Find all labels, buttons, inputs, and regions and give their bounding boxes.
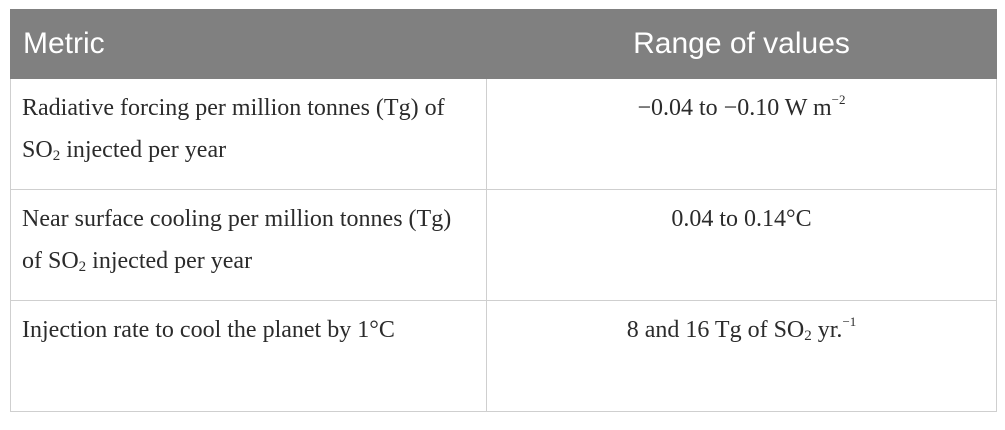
range-subscript: 2 — [804, 328, 812, 344]
header-row: Metric Range of values — [10, 9, 997, 79]
range-cell: 8 and 16 Tg of SO2 yr.−1 — [486, 300, 997, 412]
metric-text: Radiative forcing per million tonnes (Tg… — [22, 95, 445, 163]
table-row: Radiative forcing per million tonnes (Tg… — [10, 78, 997, 190]
metric-cell: Radiative forcing per million tonnes (Tg… — [10, 78, 487, 190]
metric-cell: Near surface cooling per million tonnes … — [10, 189, 487, 301]
table-row: Near surface cooling per million tonnes … — [10, 189, 997, 301]
metrics-table: Metric Range of values Radiative forcing… — [10, 9, 997, 412]
range-cell: 0.04 to 0.14°C — [486, 189, 997, 301]
metric-cell: Injection rate to cool the planet by 1°C — [10, 300, 487, 412]
header-range: Range of values — [486, 9, 997, 79]
range-superscript: −1 — [842, 314, 857, 329]
range-cell: −0.04 to −0.10 W m−2 — [486, 78, 997, 190]
metric-subscript: 2 — [52, 148, 61, 164]
metric-text-tail: injected per year — [86, 248, 253, 274]
table-row: Injection rate to cool the planet by 1°C… — [10, 300, 997, 412]
metric-text-tail: injected per year — [60, 137, 227, 163]
range-text: −0.04 to −0.10 W m — [637, 95, 832, 121]
range-text-mid: yr. — [811, 317, 843, 343]
metric-text: Injection rate to cool the planet by 1°C — [22, 317, 395, 343]
metric-text: Near surface cooling per million tonnes … — [22, 206, 452, 274]
range-text: 0.04 to 0.14°C — [671, 206, 812, 232]
header-metric: Metric — [10, 9, 487, 79]
range-superscript: −2 — [831, 92, 846, 107]
range-text: 8 and 16 Tg of SO — [626, 317, 805, 343]
metric-subscript: 2 — [78, 259, 87, 275]
